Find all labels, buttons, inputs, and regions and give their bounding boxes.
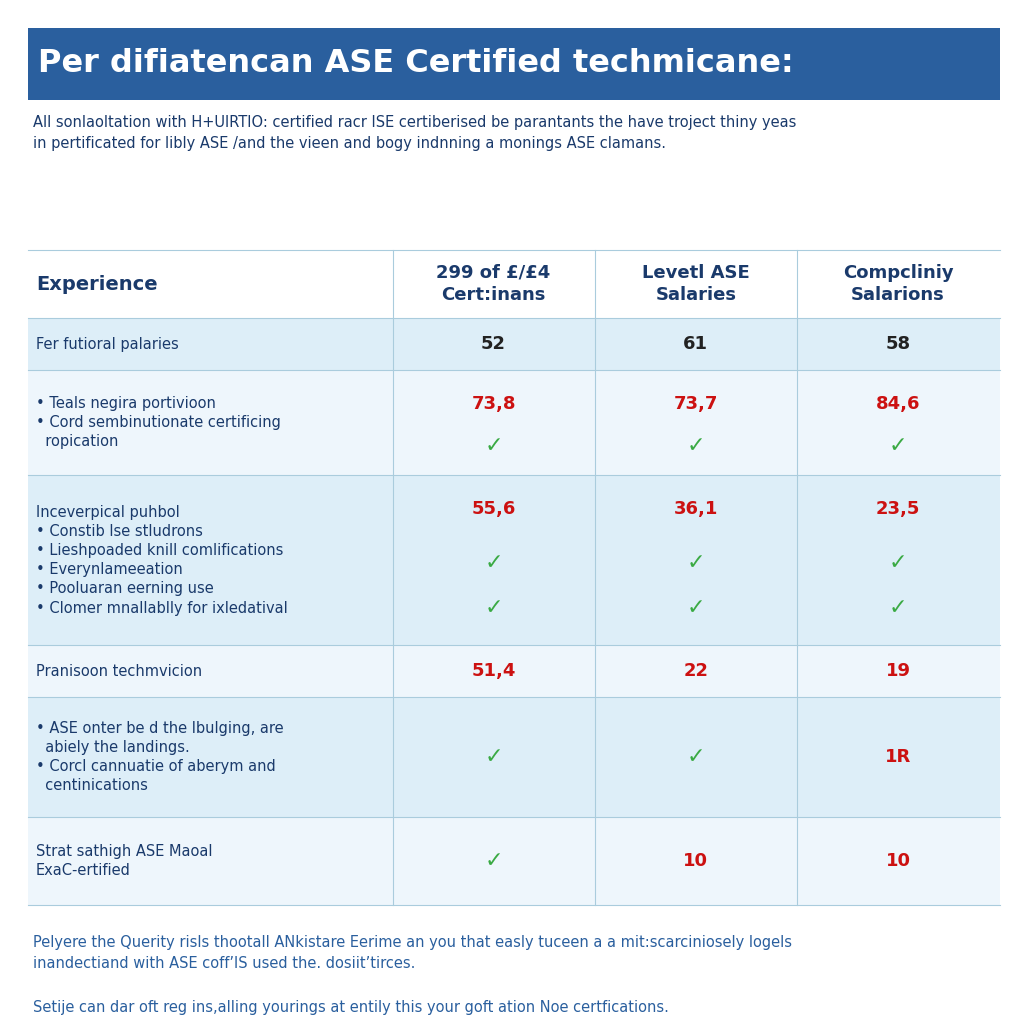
- Text: 36,1: 36,1: [674, 500, 718, 518]
- FancyBboxPatch shape: [28, 28, 1000, 100]
- Text: Pranisoon techmvicion: Pranisoon techmvicion: [36, 664, 202, 679]
- Text: 73,8: 73,8: [471, 394, 516, 413]
- Text: ✓: ✓: [686, 746, 706, 767]
- FancyBboxPatch shape: [28, 370, 1000, 475]
- Text: Setije can dar oft reg ins,alling yourings at entily this your goft ation Noe ce: Setije can dar oft reg ins,alling yourin…: [33, 1000, 669, 1015]
- Text: Inceverpical puhbol
• Constib lse stludrons
• Lieshpoaded knill comlifications
•: Inceverpical puhbol • Constib lse stludr…: [36, 505, 288, 615]
- Text: All sonlaoltation with H+UIRTIO: certified racr ISE certiberised be parantants t: All sonlaoltation with H+UIRTIO: certifi…: [33, 115, 797, 151]
- Text: Strat sathigh ASE Maoal
ExaC-ertified: Strat sathigh ASE Maoal ExaC-ertified: [36, 844, 213, 879]
- FancyBboxPatch shape: [28, 645, 1000, 697]
- Text: 22: 22: [683, 662, 709, 680]
- Text: 52: 52: [481, 335, 506, 353]
- FancyBboxPatch shape: [28, 817, 1000, 905]
- Text: • Teals negira portivioon
• Cord sembinutionate certificing
  ropication: • Teals negira portivioon • Cord sembinu…: [36, 396, 281, 450]
- Text: ✓: ✓: [686, 553, 706, 573]
- Text: ✓: ✓: [686, 598, 706, 617]
- Text: ✓: ✓: [686, 435, 706, 456]
- Text: ✓: ✓: [484, 851, 503, 871]
- Text: 10: 10: [683, 852, 709, 870]
- Text: ✓: ✓: [484, 435, 503, 456]
- Text: 73,7: 73,7: [674, 394, 718, 413]
- Text: 55,6: 55,6: [471, 500, 516, 518]
- FancyBboxPatch shape: [28, 318, 1000, 370]
- Text: • ASE onter be d the lbulging, are
  abiely the landings.
• Corcl cannuatie of a: • ASE onter be d the lbulging, are abiel…: [36, 721, 284, 794]
- Text: 10: 10: [886, 852, 910, 870]
- Text: 61: 61: [683, 335, 709, 353]
- FancyBboxPatch shape: [28, 475, 1000, 645]
- Text: 51,4: 51,4: [471, 662, 516, 680]
- Text: ✓: ✓: [484, 598, 503, 617]
- FancyBboxPatch shape: [28, 697, 1000, 817]
- Text: 23,5: 23,5: [876, 500, 921, 518]
- Text: 58: 58: [886, 335, 910, 353]
- Text: ✓: ✓: [889, 435, 907, 456]
- Text: Compcliniy
Salarions: Compcliniy Salarions: [843, 264, 953, 304]
- Text: ✓: ✓: [484, 553, 503, 573]
- Text: 1R: 1R: [885, 748, 911, 766]
- Text: Levetl ASE
Salaries: Levetl ASE Salaries: [642, 264, 750, 304]
- Text: 84,6: 84,6: [876, 394, 921, 413]
- Text: 299 of £/£4
Cert:inans: 299 of £/£4 Cert:inans: [436, 264, 551, 304]
- Text: Per difiatencan ASE Certified techmicane:: Per difiatencan ASE Certified techmicane…: [38, 48, 794, 80]
- Text: ✓: ✓: [889, 553, 907, 573]
- Text: ✓: ✓: [484, 746, 503, 767]
- Text: 19: 19: [886, 662, 910, 680]
- Text: ✓: ✓: [889, 598, 907, 617]
- Text: Pelyere the Querity risls thootall ANkistare Eerime an you that easly tuceen a a: Pelyere the Querity risls thootall ANkis…: [33, 935, 792, 971]
- Text: Experience: Experience: [36, 274, 158, 294]
- Text: Fer futioral palaries: Fer futioral palaries: [36, 337, 179, 351]
